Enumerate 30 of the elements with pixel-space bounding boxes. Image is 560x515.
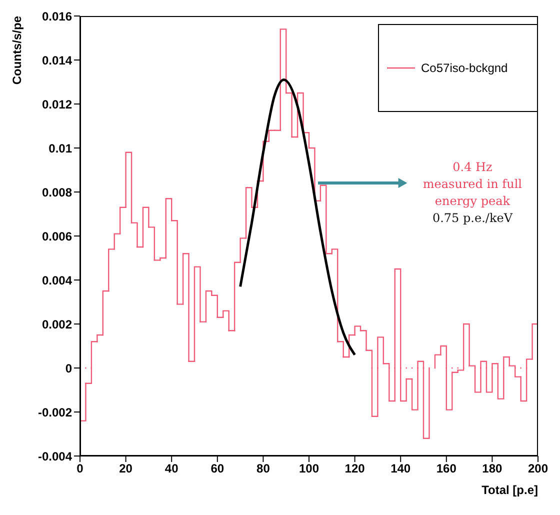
y-axis-title: Counts/s/pe [10,16,24,85]
x-axis-title: Total [p.e] [482,483,538,497]
x-tick-label: 180 [482,462,503,476]
y-tick-label: -0.004 [38,449,72,464]
x-tick-label: 140 [390,462,411,476]
y-tick-label: 0.016 [42,9,72,24]
annotation: energy peak [434,193,512,210]
x-tick-label: 200 [528,462,548,476]
y-tick-label: 0.008 [42,185,72,200]
y-tick-label: 0.002 [42,317,72,332]
x-tick-label: 80 [256,462,270,476]
x-tick-label: 160 [436,462,457,476]
x-tick-label: 120 [344,462,366,476]
x-tick-label: 20 [119,462,133,476]
legend-label: Co57iso-bckgnd [421,61,508,75]
line-series [239,78,356,356]
y-tick-label: 0 [65,361,72,376]
y-tick-label: 0.004 [42,273,72,288]
x-tick-label: 60 [210,462,224,476]
y-tick-label: 0.012 [42,97,72,112]
y-tick-label: 0.01 [48,141,72,156]
annotation: 0.4 Hz [452,159,494,176]
x-tick-label: 0 [76,462,84,476]
y-tick-label: 0.006 [42,229,72,244]
x-tick-label: 100 [298,462,320,476]
y-tick-label: -0.002 [38,405,72,420]
x-tick-label: 40 [164,462,179,476]
y-tick-label: 0.014 [42,53,72,68]
annotation: measured in full [422,176,524,193]
annotation: 0.75 p.e./keV [431,210,514,227]
